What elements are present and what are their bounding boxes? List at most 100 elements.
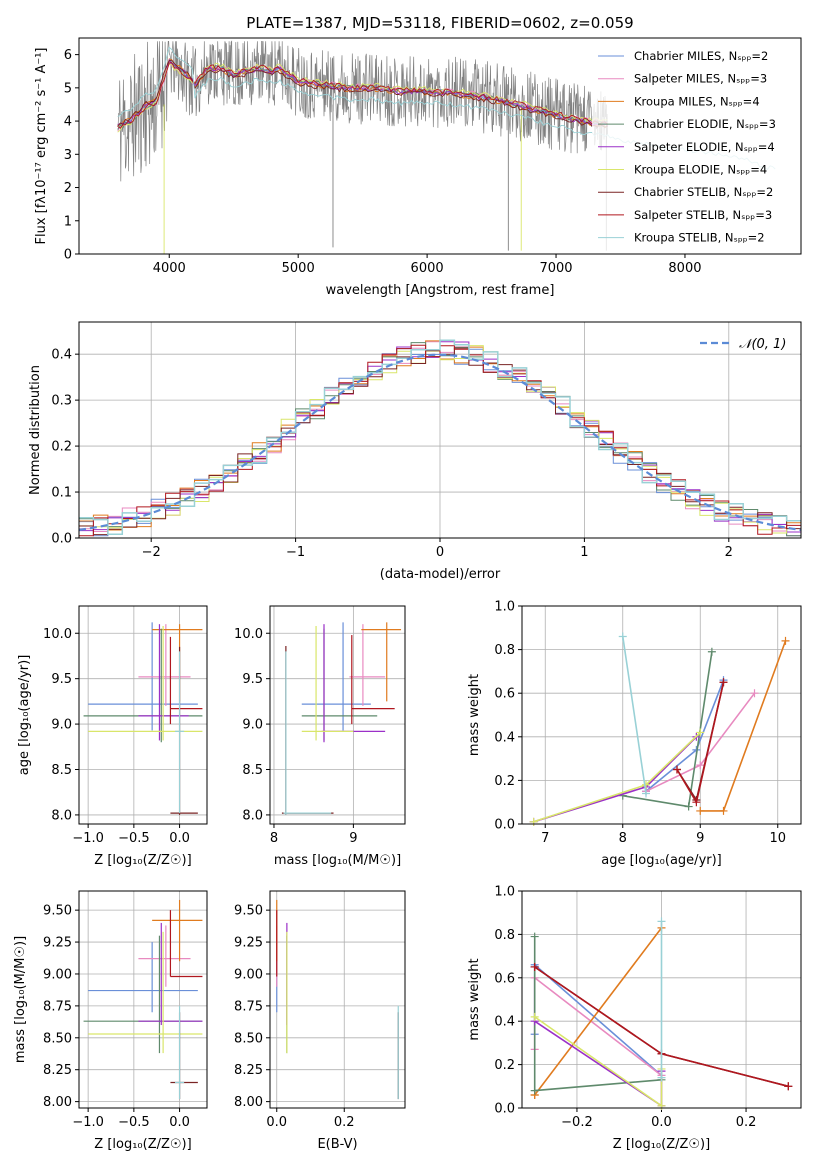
mass_vs_ebv-ytick-label: 9.25 <box>234 936 263 951</box>
residuals-ytick-label: 0.3 <box>51 394 72 409</box>
mass_vs_Z-ytick-label: 9.50 <box>43 904 72 919</box>
age_vs_Z-ytick-label: 8.0 <box>51 808 72 823</box>
mass_vs_Z-ytick-label: 9.25 <box>43 936 72 951</box>
weight-point <box>696 806 705 815</box>
weight_vs_Z-ytick-label: 0.6 <box>494 971 515 986</box>
model-spectrum-chabrier-stelib <box>117 59 608 128</box>
legend-label: Chabrier MILES, Nₛₚₚ=2 <box>634 49 768 63</box>
age_vs_mass-ytick-label: 9.5 <box>242 672 263 687</box>
spectrum-frame <box>78 37 802 255</box>
weight-point <box>719 678 728 687</box>
weight_vs_Z-xtick-label: 0.2 <box>736 1115 757 1130</box>
spectrum-ylabel: Flux [fλ10⁻¹⁷ erg cm⁻² s⁻¹ A⁻¹] <box>34 48 49 245</box>
spectrum-ytick-label: 6 <box>64 48 72 63</box>
legend-label: Salpeter MILES, Nₛₚₚ=3 <box>634 72 767 86</box>
age_vs_Z-ytick-label: 8.5 <box>51 763 72 778</box>
residual-hist-kroupa-stelib <box>79 339 801 535</box>
residuals-xtick-label: 2 <box>725 545 733 560</box>
residuals-frame <box>78 321 802 539</box>
age_vs_mass-ytick-label: 9.0 <box>242 718 263 733</box>
weight_vs_age-ytick-label: 0.6 <box>494 687 515 702</box>
residuals-xtick-label: −1 <box>286 545 305 560</box>
legend-label: Kroupa ELODIE, Nₛₚₚ=4 <box>634 163 767 177</box>
spectrum-ytick-label: 2 <box>64 181 72 196</box>
mass_vs_Z-xtick-label: 0.0 <box>169 1115 190 1130</box>
residuals-xtick-label: 0 <box>436 545 444 560</box>
residuals-ytick-label: 0.2 <box>51 440 72 455</box>
model-spectrum-salpeter-elodie <box>117 58 608 127</box>
spectrum-legend-box <box>592 42 798 252</box>
weight_vs_age-xlabel: age [log₁₀(age/yr)] <box>601 853 722 868</box>
weight_vs_age-ytick-label: 1.0 <box>494 600 515 615</box>
spectrum-xtick-label: 6000 <box>411 261 444 276</box>
mass_vs_ebv-xtick-label: 0.0 <box>266 1115 287 1130</box>
residuals-ytick-label: 0.0 <box>51 532 72 547</box>
weight_vs_age-xtick-label: 10 <box>769 831 786 846</box>
mass_vs_ebv-xtick-label: 0.2 <box>334 1115 355 1130</box>
mass_vs_ebv-ytick-label: 8.75 <box>234 999 263 1014</box>
weight-point <box>781 636 790 645</box>
weight_vs_age-ytick-label: 0.8 <box>494 643 515 658</box>
observed-spectrum-line <box>117 40 608 182</box>
weight-point <box>530 932 539 941</box>
weight-point <box>696 728 705 737</box>
legend-label: Kroupa MILES, Nₛₚₚ=4 <box>634 94 760 108</box>
weight_vs_age-ytick-label: 0.2 <box>494 774 515 789</box>
mass_vs_ebv-ytick-label: 8.00 <box>234 1095 263 1110</box>
weight-point <box>750 689 759 698</box>
age_vs_mass-xtick-label: 9 <box>349 831 357 846</box>
spectrum-ytick-label: 1 <box>64 214 72 229</box>
weight_vs_Z-ytick-label: 0.2 <box>494 1058 515 1073</box>
spectrum-xtick-label: 8000 <box>668 261 701 276</box>
weight_vs_age-xtick-label: 8 <box>619 831 627 846</box>
weight-point <box>696 761 705 770</box>
age_vs_mass-ytick-label: 10.0 <box>234 627 263 642</box>
weight-point <box>684 802 693 811</box>
weight_vs_age-frame <box>521 605 802 825</box>
model-spectrum-salpeter-stelib <box>117 62 608 129</box>
weight_vs_Z-ytick-label: 1.0 <box>494 885 515 900</box>
mass_vs_ebv-ytick-label: 8.25 <box>234 1063 263 1078</box>
spectrum-title: PLATE=1387, MJD=53118, FIBERID=0602, z=0… <box>246 14 633 32</box>
mass_vs_ebv-xlabel: E(B-V) <box>317 1137 357 1152</box>
mass_vs_Z-xtick-label: −1.0 <box>72 1115 104 1130</box>
weight_vs_age-xtick-label: 9 <box>696 831 704 846</box>
mass_vs_Z-ytick-label: 8.25 <box>43 1063 72 1078</box>
mass_vs_Z-frame <box>78 890 208 1109</box>
age_vs_Z-ylabel: age [log₁₀(age/yr)] <box>17 655 32 776</box>
weight-point <box>530 962 539 971</box>
legend-label: Salpeter STELIB, Nₛₚₚ=3 <box>634 208 772 222</box>
spectrum-ytick-label: 3 <box>64 148 72 163</box>
weight_vs_Z-xtick-label: 0.0 <box>651 1115 672 1130</box>
mass_vs_Z-ytick-label: 8.00 <box>43 1095 72 1110</box>
spectrum-ytick-label: 4 <box>64 115 72 130</box>
age_vs_mass-ytick-label: 8.0 <box>242 808 263 823</box>
age_vs_Z-xtick-label: −0.5 <box>118 831 150 846</box>
mass_vs_Z-ytick-label: 8.50 <box>43 1031 72 1046</box>
weight-point <box>673 765 681 774</box>
spectrum-xtick-label: 4000 <box>153 261 186 276</box>
age_vs_Z-ytick-label: 9.5 <box>51 672 72 687</box>
age_vs_Z-frame <box>78 605 208 825</box>
legend-label: Salpeter ELODIE, Nₛₚₚ=4 <box>634 140 775 154</box>
weight_vs_age-ytick-label: 0.4 <box>494 730 515 745</box>
weight-point <box>719 806 728 815</box>
weight-point <box>657 1073 666 1082</box>
weight_vs_Z-frame <box>521 890 802 1109</box>
weight-point <box>707 647 716 656</box>
mass_vs_Z-xlabel: Z [log₁₀(Z/Z☉)] <box>94 1137 191 1152</box>
spectrum-xlabel: wavelength [Angstrom, rest frame] <box>326 283 555 298</box>
weight_vs_Z-xlabel: Z [log₁₀(Z/Z☉)] <box>613 1137 710 1152</box>
model-spectrum-kroupa-elodie <box>117 62 608 133</box>
weight_vs_Z-ytick-label: 0.0 <box>494 1102 515 1117</box>
legend-label: Kroupa STELIB, Nₛₚₚ=2 <box>634 231 765 245</box>
mass_vs_Z-xtick-label: −0.5 <box>118 1115 150 1130</box>
residuals-ytick-label: 0.4 <box>51 348 72 363</box>
mass_vs_Z-ylabel: mass [log₁₀(M/M☉)] <box>13 936 28 1063</box>
residuals-xtick-label: 1 <box>580 545 588 560</box>
spectrum-xtick-label: 7000 <box>539 261 572 276</box>
legend-label: Chabrier ELODIE, Nₛₚₚ=3 <box>634 117 776 131</box>
spectrum-xtick-label: 5000 <box>282 261 315 276</box>
weight-point <box>642 789 650 798</box>
